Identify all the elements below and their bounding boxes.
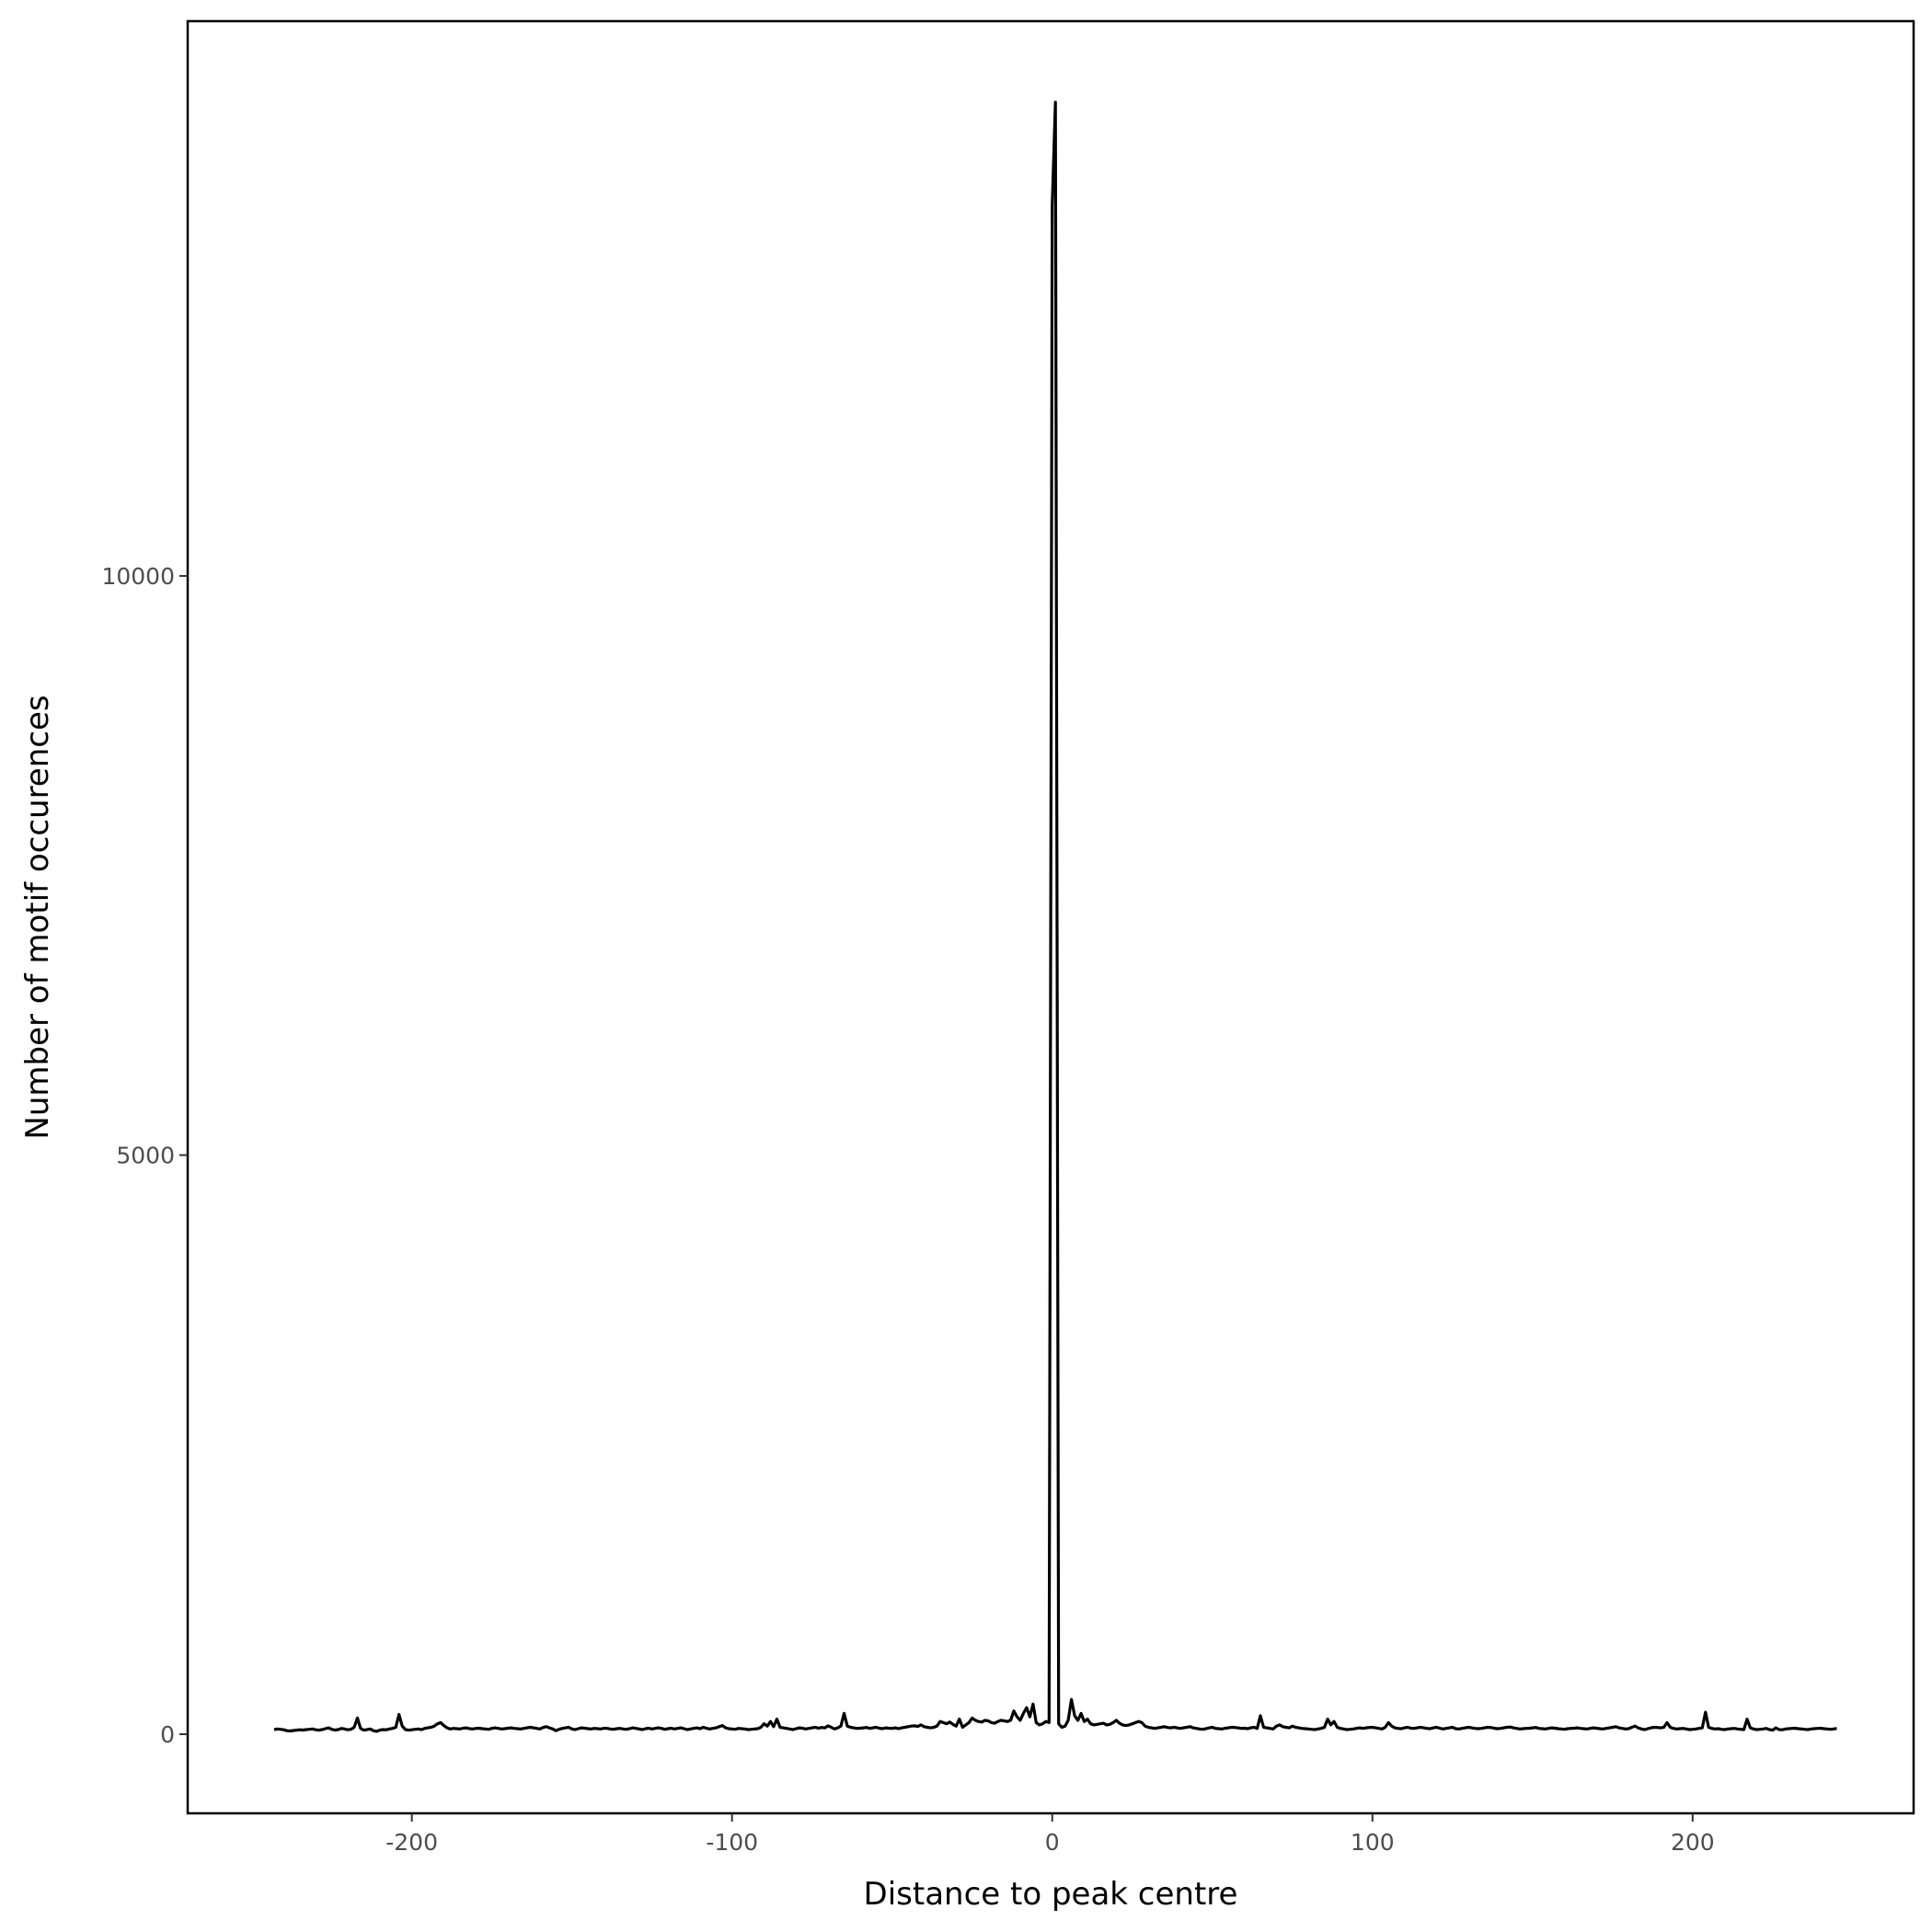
series-line <box>273 100 1837 1733</box>
y-tick-label: 10000 <box>101 563 175 590</box>
y-tick-label: 0 <box>160 1721 175 1748</box>
x-axis-title: Distance to peak centre <box>864 1876 1238 1913</box>
x-tick-label: 0 <box>1045 1829 1060 1856</box>
y-axis: 0 5000 10000 <box>101 563 188 1748</box>
y-tick-label: 5000 <box>116 1143 175 1169</box>
x-tick-label: -200 <box>385 1829 438 1856</box>
x-tick-label: 100 <box>1351 1829 1395 1856</box>
x-tick-label: -100 <box>706 1829 758 1856</box>
x-tick-label: 200 <box>1671 1829 1715 1856</box>
x-axis: -200 -100 0 100 200 <box>385 1813 1715 1856</box>
y-axis-title: Number of motif occurences <box>19 695 56 1139</box>
